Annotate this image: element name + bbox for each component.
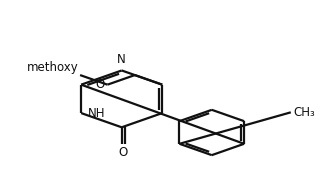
Text: O: O xyxy=(96,78,105,91)
Text: N: N xyxy=(117,53,126,66)
Text: NH: NH xyxy=(87,107,105,120)
Text: O: O xyxy=(119,146,128,159)
Text: CH₃: CH₃ xyxy=(293,106,315,119)
Text: methoxy: methoxy xyxy=(27,60,78,74)
